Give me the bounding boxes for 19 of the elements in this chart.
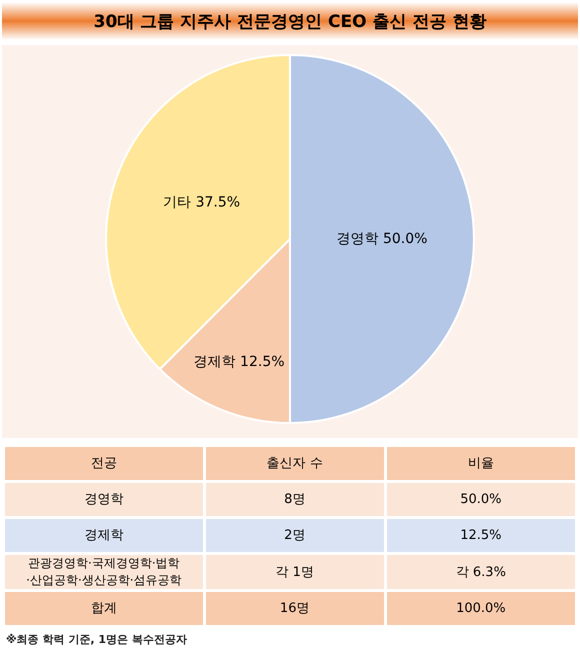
slice-label: 기타 37.5% [163, 194, 240, 210]
text: 출신자 수 [266, 455, 324, 473]
text: 경영학 [83, 491, 124, 509]
text: 100.0% [455, 600, 507, 618]
text: 16명 [278, 600, 310, 618]
text: 2명 [283, 527, 306, 545]
text: 각 6.3% [454, 564, 507, 582]
text: 경제학 [83, 527, 124, 545]
text: 각 1명 [274, 564, 315, 582]
slice-label: 경제학 12.5% [194, 354, 285, 370]
text: 8명 [283, 491, 306, 509]
chart-title: 30대 그룹 지주사 전문경영인 CEO 출신 전공 현황 [2, 2, 578, 40]
text: 관광경영학·국제경영학·법학 ·산업공학·생산공학·섬유공학 [25, 555, 183, 589]
slice-label: 경영학 50.0% [336, 231, 428, 247]
text: 12.5% [459, 527, 502, 545]
text: 50.0% [459, 491, 502, 509]
text: ※최종 학력 기준, 1명은 복수전공자 [6, 632, 187, 647]
text: 합계 [90, 600, 118, 618]
text: 전공 [90, 455, 118, 473]
